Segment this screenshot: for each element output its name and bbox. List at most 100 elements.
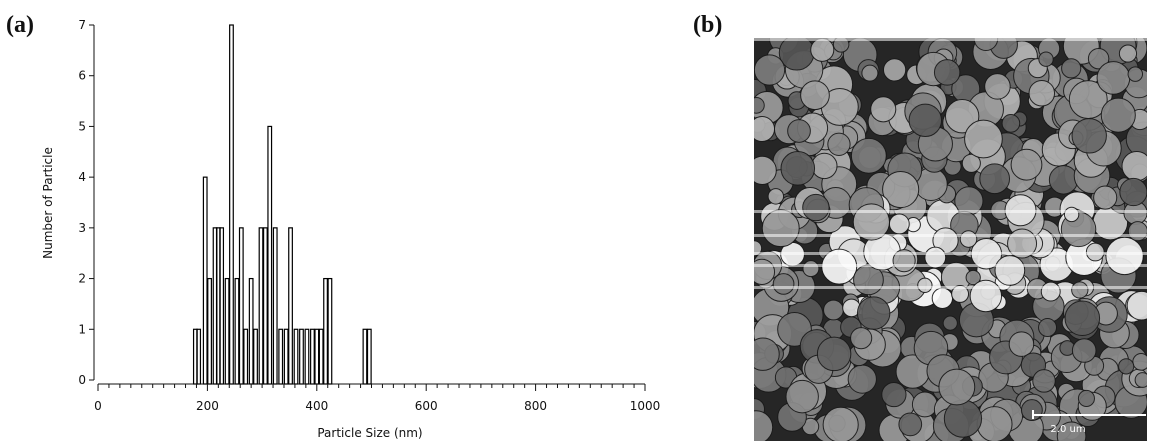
particle bbox=[850, 327, 873, 350]
histogram-bar bbox=[253, 328, 258, 385]
histogram-bar bbox=[219, 227, 225, 385]
particle bbox=[1126, 290, 1147, 321]
particle-image bbox=[754, 38, 1147, 441]
particle bbox=[979, 163, 1011, 195]
histogram-bar bbox=[238, 227, 244, 385]
histogram-bar bbox=[262, 227, 268, 385]
particle bbox=[1071, 338, 1097, 363]
histogram-bar bbox=[362, 328, 368, 385]
particle bbox=[800, 80, 830, 111]
particle bbox=[961, 153, 981, 173]
particle bbox=[870, 96, 897, 123]
particle bbox=[1071, 118, 1107, 154]
particle bbox=[931, 287, 954, 309]
particle bbox=[832, 38, 850, 53]
histogram-bar bbox=[278, 328, 284, 385]
y-axis-label: Number of Particle bbox=[41, 147, 55, 259]
particle bbox=[816, 336, 852, 372]
particle bbox=[754, 155, 777, 185]
scan-line bbox=[754, 234, 1147, 237]
histogram-bar bbox=[293, 328, 299, 385]
particle bbox=[754, 116, 776, 143]
particle bbox=[802, 193, 830, 222]
histogram-bar bbox=[310, 328, 315, 385]
scan-line bbox=[754, 252, 1147, 255]
histogram-bar bbox=[288, 227, 293, 385]
tick-marks: 0 1 2 3 4 5 6 7 0 200 400 600 800 1000 bbox=[78, 18, 660, 413]
particle bbox=[882, 170, 920, 209]
particle bbox=[754, 410, 774, 441]
particle bbox=[976, 406, 1013, 441]
histogram-bar bbox=[202, 176, 208, 385]
x-tick-label: 0 bbox=[94, 399, 102, 413]
particle bbox=[754, 258, 776, 285]
particle bbox=[787, 119, 811, 143]
histogram-bar bbox=[243, 328, 249, 385]
particle bbox=[911, 391, 938, 418]
particle bbox=[1063, 206, 1080, 223]
histogram-bar bbox=[258, 227, 264, 385]
scale-bar-end bbox=[1032, 410, 1034, 419]
particle bbox=[861, 64, 879, 82]
particle bbox=[1132, 353, 1147, 371]
particle bbox=[1010, 148, 1043, 181]
particle bbox=[1121, 150, 1147, 182]
particle bbox=[1087, 47, 1110, 70]
particle bbox=[850, 137, 887, 174]
particle bbox=[933, 59, 961, 86]
particle bbox=[1071, 281, 1089, 299]
particle bbox=[1038, 318, 1058, 338]
particle bbox=[1056, 421, 1087, 441]
particle bbox=[908, 103, 942, 137]
particle bbox=[1040, 281, 1061, 302]
panel-label-b: (b) bbox=[693, 12, 723, 38]
histogram-bar bbox=[366, 328, 372, 385]
histogram-bar bbox=[314, 328, 320, 385]
particle bbox=[1061, 58, 1082, 79]
histogram-bar bbox=[248, 277, 254, 385]
particle-size-histogram: 0 1 2 3 4 5 6 7 0 200 400 600 800 1000 Particle Size … bbox=[41, 18, 660, 440]
histogram-bar bbox=[304, 328, 310, 385]
histogram-bar bbox=[283, 328, 289, 385]
histogram-bar bbox=[229, 24, 234, 385]
histogram-bar bbox=[207, 277, 212, 385]
particle bbox=[1100, 97, 1136, 133]
histogram-bar bbox=[327, 277, 333, 385]
scale-bar-label: 2.0 um bbox=[1050, 424, 1086, 435]
particle bbox=[778, 38, 815, 71]
panel-label-a: (a) bbox=[6, 12, 34, 38]
particle bbox=[898, 412, 923, 437]
particle bbox=[1008, 331, 1035, 357]
sem-micrograph bbox=[754, 38, 1147, 441]
particle bbox=[754, 54, 786, 86]
particle bbox=[1077, 389, 1095, 407]
y-tick-label: 3 bbox=[78, 221, 86, 235]
scan-line bbox=[754, 286, 1147, 289]
particle bbox=[944, 99, 980, 134]
scan-line bbox=[754, 264, 1147, 267]
particle bbox=[938, 368, 976, 406]
histogram-bar bbox=[323, 277, 328, 385]
particle bbox=[888, 213, 910, 235]
particle bbox=[823, 299, 844, 321]
particle bbox=[994, 255, 1026, 286]
particle bbox=[964, 119, 1003, 159]
particle bbox=[965, 269, 981, 286]
particle bbox=[984, 73, 1011, 100]
particle bbox=[1028, 79, 1056, 107]
particle bbox=[810, 38, 835, 62]
particle bbox=[917, 277, 933, 293]
particle bbox=[1032, 369, 1056, 393]
particle bbox=[881, 381, 907, 408]
particle bbox=[1064, 300, 1101, 337]
particle bbox=[959, 230, 978, 248]
x-tick-label: 200 bbox=[196, 399, 219, 413]
y-tick-label: 7 bbox=[78, 18, 86, 32]
y-tick-label: 1 bbox=[78, 322, 86, 336]
particle bbox=[951, 285, 970, 303]
y-tick-label: 0 bbox=[78, 373, 86, 387]
x-tick-label: 1000 bbox=[630, 399, 661, 413]
particle bbox=[1105, 236, 1144, 276]
particle bbox=[827, 132, 851, 156]
particle bbox=[1118, 358, 1135, 375]
